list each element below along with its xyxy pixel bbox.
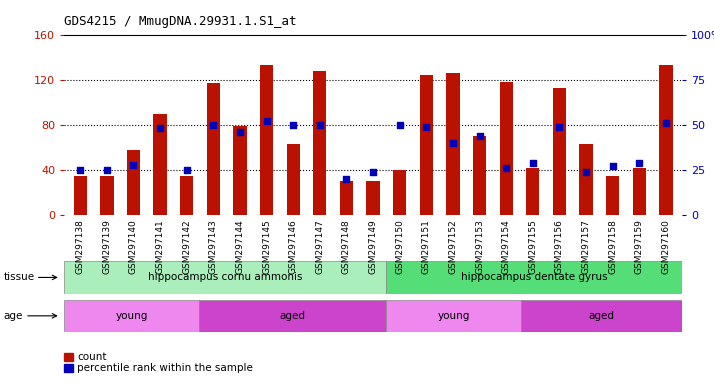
Point	[660, 120, 672, 126]
Text: aged: aged	[279, 311, 306, 321]
Bar	[579, 144, 593, 215]
Bar	[127, 150, 140, 215]
Text: GSM297143: GSM297143	[208, 219, 218, 274]
Bar	[154, 114, 167, 215]
Text: hippocampus cornu ammonis: hippocampus cornu ammonis	[148, 272, 303, 283]
Bar	[473, 136, 486, 215]
Text: percentile rank within the sample: percentile rank within the sample	[77, 363, 253, 373]
Bar	[521, 300, 682, 332]
Text: aged: aged	[588, 311, 614, 321]
Point	[181, 167, 193, 173]
Bar	[74, 175, 87, 215]
Bar	[526, 168, 540, 215]
Point	[553, 124, 565, 130]
Point	[394, 122, 406, 128]
Text: GSM297155: GSM297155	[528, 219, 538, 274]
Bar	[633, 168, 646, 215]
Point	[154, 125, 166, 131]
Text: GSM297154: GSM297154	[502, 219, 511, 274]
Bar	[420, 75, 433, 215]
Point	[367, 169, 378, 175]
Point	[607, 163, 618, 169]
Point	[447, 140, 458, 146]
Text: GSM297156: GSM297156	[555, 219, 564, 274]
Text: count: count	[77, 352, 106, 362]
Bar	[64, 300, 198, 332]
Bar	[366, 181, 380, 215]
Bar	[180, 175, 193, 215]
Text: GSM297153: GSM297153	[475, 219, 484, 274]
Bar	[553, 88, 566, 215]
Bar	[340, 181, 353, 215]
Point	[421, 124, 432, 130]
Text: GSM297139: GSM297139	[102, 219, 111, 274]
Bar	[260, 65, 273, 215]
Point	[633, 160, 645, 166]
Bar	[313, 71, 326, 215]
Bar	[386, 300, 521, 332]
Bar	[100, 175, 114, 215]
Bar	[198, 300, 386, 332]
Text: GSM297146: GSM297146	[288, 219, 298, 274]
Point	[474, 132, 486, 139]
Text: GSM297150: GSM297150	[395, 219, 404, 274]
Text: age: age	[4, 311, 23, 321]
Point	[128, 161, 139, 167]
Text: GSM297144: GSM297144	[236, 219, 244, 274]
Point	[501, 165, 512, 171]
Bar	[386, 261, 682, 294]
Text: GSM297158: GSM297158	[608, 219, 617, 274]
Text: GSM297147: GSM297147	[316, 219, 324, 274]
Text: GSM297151: GSM297151	[422, 219, 431, 274]
Text: GSM297141: GSM297141	[156, 219, 165, 274]
Text: young: young	[438, 311, 470, 321]
Bar	[606, 175, 619, 215]
Text: GSM297148: GSM297148	[342, 219, 351, 274]
Point	[261, 118, 272, 124]
Point	[580, 169, 592, 175]
Text: GSM297142: GSM297142	[182, 219, 191, 274]
Text: GSM297149: GSM297149	[368, 219, 378, 274]
Point	[314, 122, 326, 128]
Text: young: young	[115, 311, 148, 321]
Text: GDS4215 / MmugDNA.29931.1.S1_at: GDS4215 / MmugDNA.29931.1.S1_at	[64, 15, 297, 28]
Text: GSM297157: GSM297157	[581, 219, 590, 274]
Text: GSM297145: GSM297145	[262, 219, 271, 274]
Bar	[233, 126, 246, 215]
Point	[74, 167, 86, 173]
Text: GSM297140: GSM297140	[129, 219, 138, 274]
Point	[208, 122, 219, 128]
Text: GSM297159: GSM297159	[635, 219, 644, 274]
Bar	[206, 83, 220, 215]
Bar	[500, 82, 513, 215]
Bar	[446, 73, 460, 215]
Text: GSM297138: GSM297138	[76, 219, 85, 274]
Text: tissue: tissue	[4, 272, 35, 283]
Text: hippocampus dentate gyrus: hippocampus dentate gyrus	[461, 272, 608, 283]
Point	[234, 129, 246, 135]
Text: GSM297160: GSM297160	[661, 219, 670, 274]
Bar	[286, 144, 300, 215]
Bar	[659, 65, 673, 215]
Point	[527, 160, 538, 166]
Text: GSM297152: GSM297152	[448, 219, 458, 274]
Point	[288, 122, 299, 128]
Point	[101, 167, 113, 173]
Bar	[393, 170, 406, 215]
Point	[341, 176, 352, 182]
Bar	[64, 261, 386, 294]
